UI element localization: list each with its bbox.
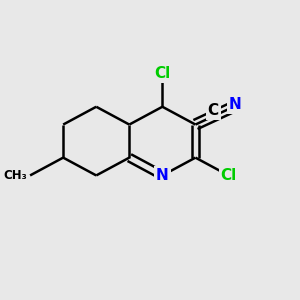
Text: Cl: Cl: [220, 168, 237, 183]
Text: Cl: Cl: [154, 66, 170, 81]
Text: C: C: [208, 103, 219, 118]
Text: N: N: [229, 97, 241, 112]
Text: N: N: [156, 168, 169, 183]
Text: CH₃: CH₃: [4, 169, 28, 182]
